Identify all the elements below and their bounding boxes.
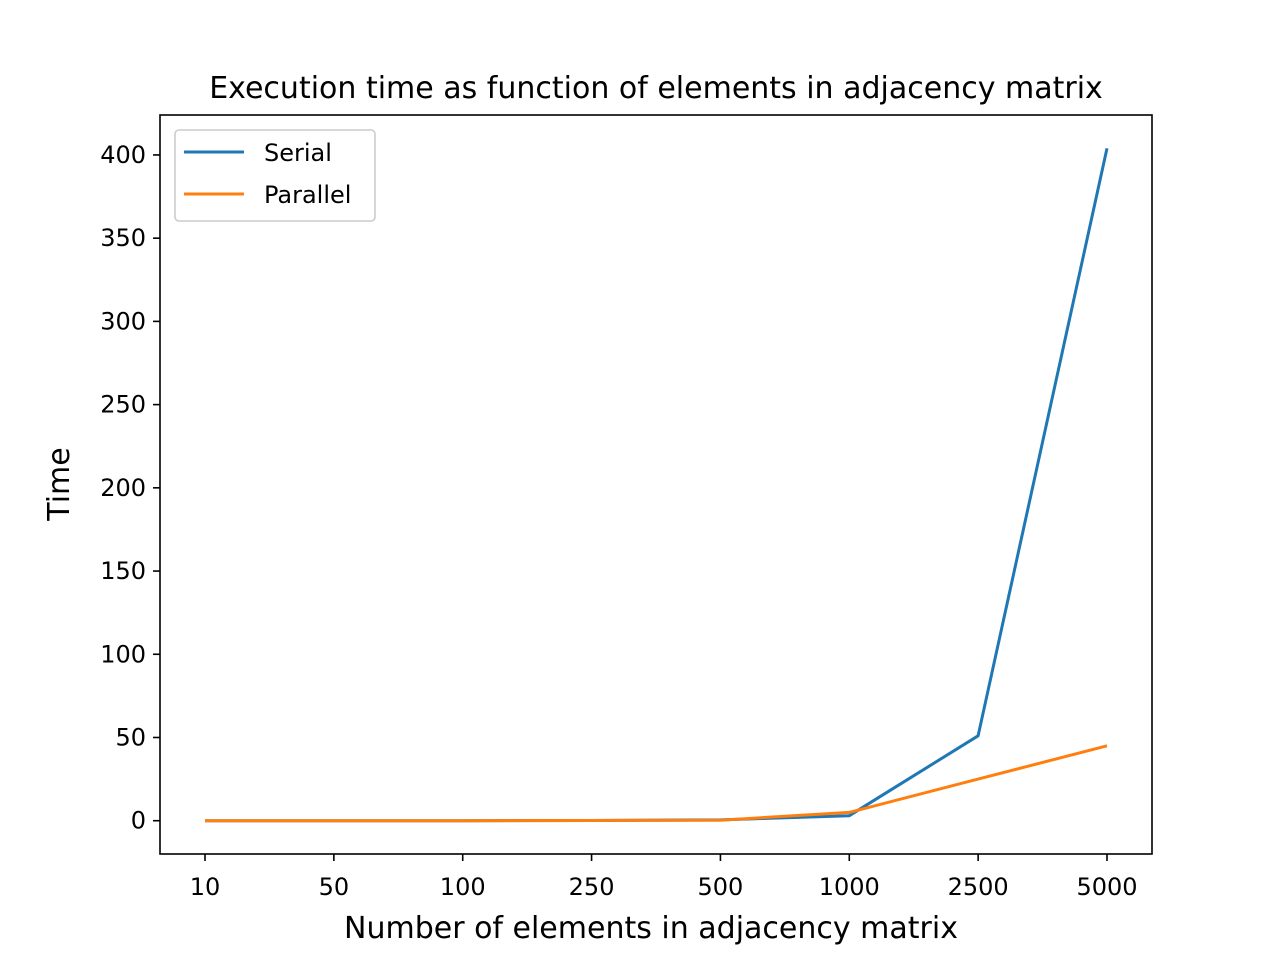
series-line-parallel bbox=[205, 744, 1108, 823]
y-tick-label: 350 bbox=[100, 224, 146, 252]
series-layer bbox=[205, 147, 1109, 823]
x-axis-label: Number of elements in adjacency matrix bbox=[344, 911, 958, 946]
x-tick-label: 250 bbox=[569, 873, 615, 901]
y-tick-label: 400 bbox=[100, 141, 146, 169]
y-tick-label: 200 bbox=[100, 474, 146, 502]
y-tick-label: 100 bbox=[100, 640, 146, 668]
x-tick-label: 100 bbox=[440, 873, 486, 901]
legend-label-serial: Serial bbox=[264, 139, 332, 167]
y-axis-label: Time bbox=[42, 447, 77, 521]
legend-label-parallel: Parallel bbox=[264, 181, 351, 209]
x-tick-label: 50 bbox=[319, 873, 350, 901]
x-axis-ticks: 10 50 100 250 500 1000 2500 5000 bbox=[190, 854, 1138, 901]
y-tick-label: 0 bbox=[131, 807, 146, 835]
x-tick-label: 1000 bbox=[819, 873, 880, 901]
y-tick-label: 300 bbox=[100, 307, 146, 335]
x-tick-label: 2500 bbox=[948, 873, 1009, 901]
x-tick-label: 10 bbox=[190, 873, 221, 901]
legend: Serial Parallel bbox=[174, 129, 376, 222]
y-tick-label: 250 bbox=[100, 391, 146, 419]
y-tick-label: 150 bbox=[100, 557, 146, 585]
x-tick-label: 5000 bbox=[1076, 873, 1137, 901]
chart-title: Execution time as function of elements i… bbox=[209, 71, 1103, 106]
plot-frame bbox=[159, 114, 1153, 855]
x-tick-label: 500 bbox=[698, 873, 744, 901]
y-tick-label: 50 bbox=[115, 723, 146, 751]
y-axis-ticks: 0 50 100 150 200 250 300 350 400 bbox=[100, 141, 160, 835]
